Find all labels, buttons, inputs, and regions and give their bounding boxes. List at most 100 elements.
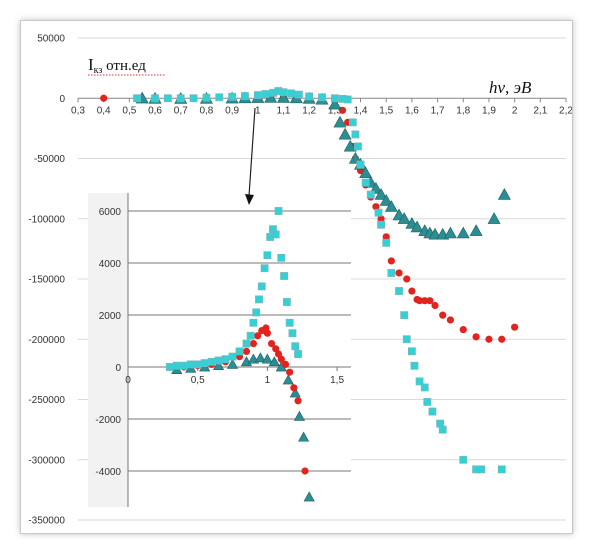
inset-grid — [128, 210, 351, 472]
main-x-tick-label: 2,2 — [559, 105, 572, 116]
inset-y-tick-label: 4000 — [99, 259, 122, 270]
main-square-point — [330, 94, 339, 103]
main-square-point — [407, 347, 416, 356]
inset-square-point — [263, 251, 272, 260]
main-triangle-point — [443, 226, 457, 239]
main-y-tick-label: -250000 — [28, 395, 65, 406]
main-square-point — [133, 94, 141, 103]
inset-square-point — [255, 295, 263, 304]
main-square-point — [151, 94, 159, 103]
inset-square-point — [179, 361, 188, 370]
main-x-tick-label: 1,3 — [328, 105, 342, 116]
main-square-point — [294, 90, 303, 99]
inset-square-point — [214, 356, 223, 365]
main-triangle-point — [374, 188, 388, 200]
main-circle-point — [416, 297, 424, 305]
inset-square-point — [260, 264, 269, 273]
main-square-point — [261, 90, 270, 98]
main-square-point — [215, 93, 224, 102]
main-circle-point — [485, 335, 493, 343]
inset-square-point — [280, 272, 288, 280]
inset-circle-point — [294, 397, 302, 405]
inset-triangle-point — [213, 360, 225, 371]
main-x-tick-label: 1 — [255, 105, 261, 116]
main-square-point — [497, 465, 506, 474]
inset-y-tick-label: 2000 — [99, 311, 122, 322]
inset-x-tick-label: 0,5 — [191, 375, 205, 386]
main-x-tick-label: 0,8 — [199, 105, 213, 116]
main-y-tick-label: -150000 — [28, 275, 65, 286]
main-triangle-point — [379, 194, 393, 206]
inset-square-point — [274, 207, 283, 215]
main-triangle-point — [369, 182, 383, 194]
main-y-tick-label: 0 — [59, 94, 65, 105]
main-triangle-point — [328, 97, 342, 110]
main-x-tick-label: 0,5 — [122, 105, 136, 116]
inset-square-point — [235, 347, 244, 356]
main-square-point — [402, 335, 411, 344]
main-triangle-point — [276, 91, 290, 103]
main-circle-point — [387, 257, 395, 265]
main-y-tick-label: -200000 — [28, 335, 65, 346]
main-y-tick-label: 50000 — [37, 34, 65, 45]
pointer-arrowhead — [245, 194, 254, 205]
main-square-point — [420, 383, 429, 392]
inset-x-tick-label: 1,5 — [330, 375, 344, 386]
inset-plot-points — [165, 207, 315, 502]
inset-square-point — [246, 331, 255, 340]
main-y-tick-label: -300000 — [28, 455, 65, 466]
main-square-point — [382, 238, 391, 247]
inset-triangle-point — [298, 431, 310, 442]
main-circle-point — [395, 269, 403, 277]
inset-x-tick-label: 1 — [265, 375, 271, 386]
main-square-point — [387, 269, 396, 277]
inset-y-tick-label: -4000 — [95, 467, 121, 478]
inset-axes: 6000 4000 2000 0 -2000 -4000 0 0,5 1 1,5 — [95, 193, 351, 507]
inset-square-point — [294, 350, 302, 358]
chart-svg: 500000-50000-100000-150000-200000-250000… — [28, 34, 572, 527]
main-triangle-point — [397, 212, 411, 224]
main-square-point — [377, 220, 385, 229]
main-triangle-point — [359, 166, 373, 179]
inset-triangle-point — [268, 356, 280, 367]
inset-y-tick-label: 6000 — [99, 207, 122, 218]
main-circle-point — [459, 326, 467, 334]
chart-frame: 50000 0 -50000 -100000 -150000 -200000 -250000… — [20, 20, 573, 534]
inset-square-point — [282, 298, 291, 306]
main-square-point — [423, 398, 432, 406]
inset-circle-point — [249, 340, 258, 348]
inset-square-point — [277, 253, 286, 262]
main-square-point — [428, 407, 437, 416]
main-x-tick-label: 1,5 — [379, 105, 393, 116]
main-square-point — [477, 465, 486, 474]
main-square-point — [374, 208, 383, 217]
main-square-point — [163, 94, 172, 103]
inset-circle-point — [286, 368, 294, 376]
main-circle-point — [372, 203, 380, 211]
main-square-point — [400, 311, 409, 320]
inset-square-point — [172, 361, 181, 370]
inset-circle-point — [281, 360, 290, 368]
main-x-tick-label: 0,3 — [71, 105, 85, 116]
inset-circle-point — [254, 332, 262, 340]
main-square-point — [438, 425, 447, 434]
inset-square-point — [285, 318, 294, 327]
main-square-point — [459, 455, 468, 464]
main-triangle-point — [333, 115, 347, 128]
main-circle-point — [408, 287, 416, 295]
main-circle-point — [446, 316, 455, 324]
main-x-tick-label: 1,7 — [431, 105, 445, 116]
pointer-arrow — [248, 107, 256, 197]
main-square-point — [348, 118, 357, 127]
inset-triangle-point — [226, 358, 239, 369]
main-circle-point — [472, 333, 480, 341]
main-triangle-point — [410, 220, 424, 233]
inset-circle-point — [290, 384, 298, 392]
main-square-point — [343, 95, 352, 104]
main-square-point — [176, 94, 185, 103]
main-circle-point — [426, 297, 434, 305]
main-x-tick-label: 1,6 — [405, 105, 419, 116]
main-square-point — [395, 287, 403, 295]
inset-triangle-point — [293, 410, 306, 421]
inset-y-tick-label: -2000 — [95, 415, 121, 426]
